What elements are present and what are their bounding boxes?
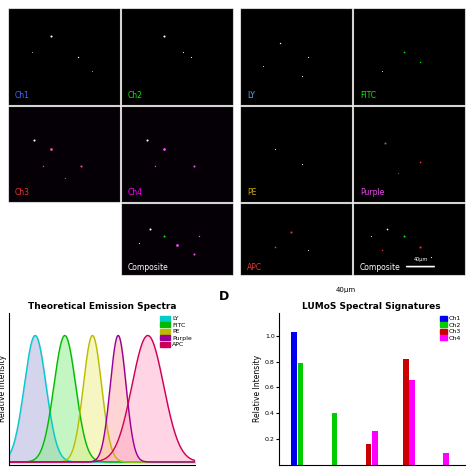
Bar	[298, 363, 303, 465]
Bar	[366, 444, 372, 465]
Text: Composite: Composite	[128, 263, 169, 272]
Text: LY: LY	[247, 91, 255, 100]
Text: Ch2: Ch2	[128, 91, 143, 100]
Text: 40μm: 40μm	[336, 287, 356, 293]
Bar	[403, 359, 409, 465]
Text: Ch3: Ch3	[15, 188, 30, 197]
Text: Ch4: Ch4	[128, 188, 143, 197]
Legend: Ch1, Ch2, Ch3, Ch4: Ch1, Ch2, Ch3, Ch4	[440, 316, 461, 341]
Y-axis label: Relative Intensity: Relative Intensity	[253, 355, 262, 422]
Text: 40μm: 40μm	[413, 257, 428, 262]
Text: Purple: Purple	[360, 188, 384, 197]
Text: Ch1: Ch1	[15, 91, 30, 100]
Title: LUMoS Spectral Signatures: LUMoS Spectral Signatures	[302, 301, 441, 310]
Text: Composite: Composite	[360, 263, 401, 272]
Y-axis label: Relative Intensity: Relative Intensity	[0, 355, 7, 422]
Text: PE: PE	[247, 188, 256, 197]
Text: D: D	[219, 290, 229, 303]
Title: Theoretical Emission Spectra: Theoretical Emission Spectra	[28, 301, 177, 310]
Bar	[332, 413, 337, 465]
Bar	[372, 431, 378, 465]
Legend: LY, FITC, PE, Purple, APC: LY, FITC, PE, Purple, APC	[161, 316, 192, 347]
Text: APC: APC	[247, 263, 262, 272]
Text: FITC: FITC	[360, 91, 376, 100]
Bar	[292, 332, 297, 465]
Bar	[409, 380, 415, 465]
Bar	[443, 453, 449, 465]
